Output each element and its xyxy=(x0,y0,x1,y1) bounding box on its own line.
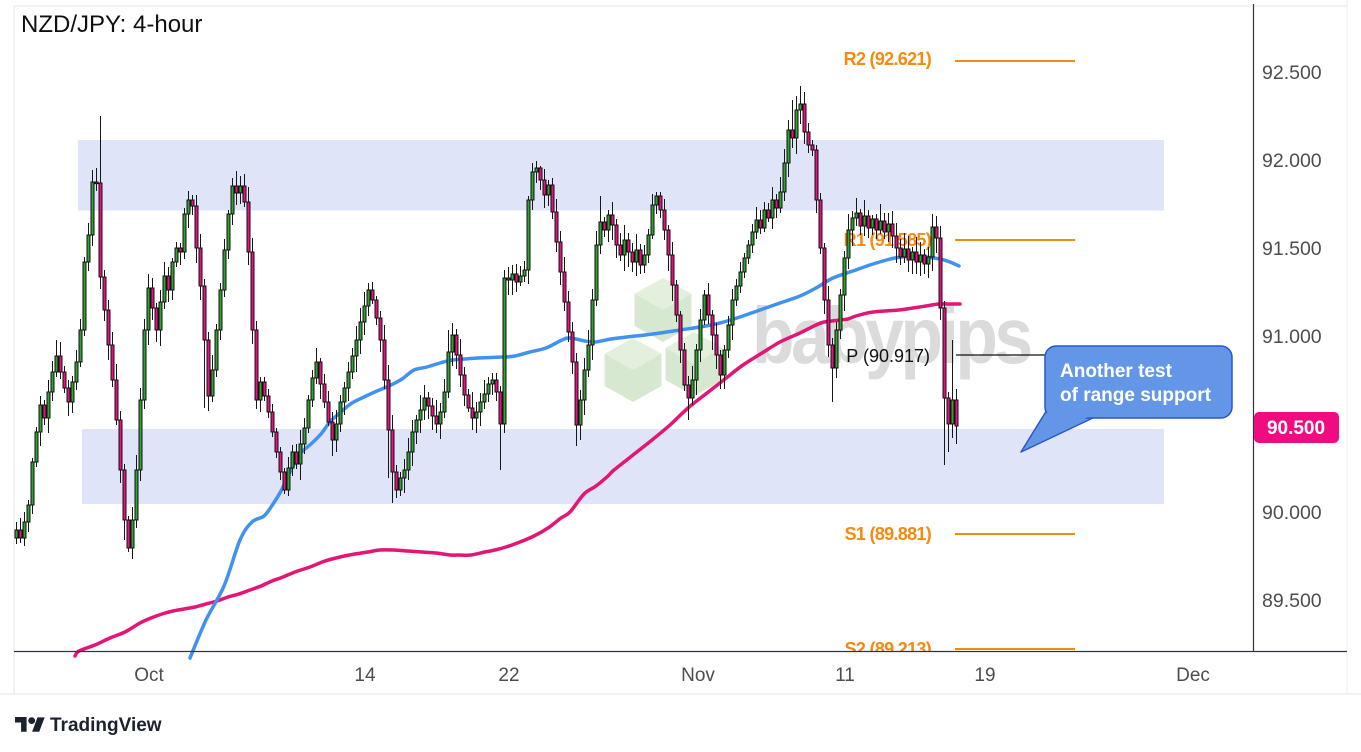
svg-text:91.500: 91.500 xyxy=(1262,238,1322,260)
svg-text:Another test: Another test xyxy=(1060,361,1173,382)
svg-text:91.000: 91.000 xyxy=(1262,326,1322,348)
svg-text:89.500: 89.500 xyxy=(1262,590,1322,612)
svg-text:Nov: Nov xyxy=(681,665,715,686)
svg-text:of range support: of range support xyxy=(1060,385,1212,406)
svg-text:90.000: 90.000 xyxy=(1262,502,1322,524)
svg-text:92.500: 92.500 xyxy=(1262,62,1322,84)
svg-text:R2 (92.621): R2 (92.621) xyxy=(844,49,932,69)
svg-text:P (90.917): P (90.917) xyxy=(846,346,930,366)
svg-text:TradingView: TradingView xyxy=(50,715,162,736)
svg-text:Oct: Oct xyxy=(134,665,164,686)
svg-text:22: 22 xyxy=(498,665,519,686)
svg-text:19: 19 xyxy=(974,665,995,686)
svg-text:S2 (89.213): S2 (89.213) xyxy=(845,639,932,659)
svg-text:11: 11 xyxy=(835,665,855,686)
svg-text:Dec: Dec xyxy=(1176,665,1210,686)
svg-text:S1 (89.881): S1 (89.881) xyxy=(845,524,932,544)
svg-text:NZD/JPY: 4-hour: NZD/JPY: 4-hour xyxy=(21,11,202,38)
svg-text:90.500: 90.500 xyxy=(1267,418,1325,439)
svg-text:R1 (91.585): R1 (91.585) xyxy=(844,230,932,250)
svg-text:92.000: 92.000 xyxy=(1262,150,1322,172)
svg-text:14: 14 xyxy=(354,665,376,686)
